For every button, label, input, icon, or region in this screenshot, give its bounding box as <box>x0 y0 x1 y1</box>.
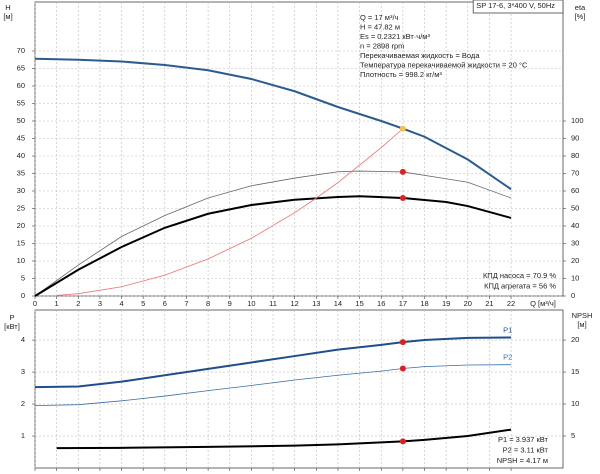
curve <box>56 428 512 450</box>
series-label: P1 <box>503 325 512 334</box>
x-tick-label: 1 <box>55 299 59 308</box>
curve <box>56 128 404 296</box>
y2-tick-label: 40 <box>571 221 579 230</box>
x-tick-label: 22 <box>507 299 515 308</box>
x-tick-label: 3 <box>98 299 102 308</box>
operating-point <box>399 125 406 132</box>
y-tick-label: 70 <box>17 46 25 55</box>
y-tick-label: 0 <box>21 291 25 300</box>
y-axis-label: [м] <box>3 12 12 21</box>
plot-frame <box>34 309 564 469</box>
y-tick-label: 5 <box>21 273 25 282</box>
y2-tick-label: 50 <box>571 203 579 212</box>
info-line: n = 2898 rpm <box>360 41 404 50</box>
operating-point <box>399 339 406 346</box>
y-tick-label: 40 <box>17 151 25 160</box>
y-tick-label: 4 <box>21 335 25 344</box>
x-tick-label: 7 <box>184 299 188 308</box>
operating-point <box>399 195 406 201</box>
note: P2 = 3.11 кВт <box>503 445 549 454</box>
y-tick-label: 35 <box>17 168 25 177</box>
curve <box>34 336 512 389</box>
y2-tick-label: 10 <box>571 273 579 282</box>
y-tick-label: 60 <box>17 81 25 90</box>
x-tick-label: 16 <box>377 299 385 308</box>
x-tick-label: 6 <box>163 299 167 308</box>
y2-tick-label: 70 <box>571 168 579 177</box>
chart-title: SP 17-6, 3*400 V, 50Hz <box>476 1 555 10</box>
y-axis-label: H <box>5 3 10 12</box>
x-tick-label: 15 <box>355 299 363 308</box>
y2-tick-label: 20 <box>571 256 579 265</box>
curve <box>34 170 512 297</box>
x-tick-label: 5 <box>141 299 145 308</box>
y2-axis-label: NPSH <box>572 311 593 320</box>
x-tick-label: 14 <box>334 299 342 308</box>
y-tick-label: 45 <box>17 133 25 142</box>
note: КПД насоса = 70.9 % <box>483 271 556 280</box>
title-box <box>472 0 564 14</box>
y2-tick-label: 5 <box>571 431 575 440</box>
y2-tick-label: 20 <box>571 335 579 344</box>
y-tick-label: 1 <box>21 431 25 440</box>
note: NPSH = 4.17 м <box>497 456 548 465</box>
operating-point <box>399 365 406 372</box>
note: КПД агрегата = 56 % <box>484 281 556 290</box>
info-line: Плотность = 998.2 кг/м³ <box>360 70 442 79</box>
info-line: Перекачиваемая жидкость = Вода <box>360 51 480 60</box>
y-tick-label: 20 <box>17 221 25 230</box>
y-axis-label: [кВт] <box>4 322 20 331</box>
y2-tick-label: 10 <box>571 399 579 408</box>
y2-tick-label: 60 <box>571 186 579 195</box>
y-tick-label: 55 <box>17 98 25 107</box>
info-line: H = 47.82 м <box>360 22 400 31</box>
y2-axis-label: [м] <box>577 320 586 329</box>
y2-tick-label: 100 <box>571 116 584 125</box>
y-tick-label: 25 <box>17 203 25 212</box>
y2-axis-label: eta <box>575 3 586 12</box>
x-tick-label: 9 <box>228 299 232 308</box>
x-tick-label: 0 <box>33 299 37 308</box>
y-tick-label: 2 <box>21 399 25 408</box>
y-tick-label: 65 <box>17 63 25 72</box>
x-tick-label: 18 <box>420 299 428 308</box>
y-tick-label: 10 <box>17 256 25 265</box>
operating-point <box>399 438 406 445</box>
y-tick-label: 50 <box>17 116 25 125</box>
y-tick-label: 30 <box>17 186 25 195</box>
y2-axis-label: [%] <box>575 12 586 21</box>
x-tick-label: 19 <box>442 299 450 308</box>
x-tick-label: 4 <box>119 299 123 308</box>
x-tick-label: 10 <box>247 299 255 308</box>
x-tick-label: 11 <box>269 299 277 308</box>
note: P1 = 3.937 кВт <box>498 435 549 444</box>
y2-tick-label: 15 <box>571 367 579 376</box>
y-tick-label: 3 <box>21 367 25 376</box>
info-line: Температура перекачиваемой жидкости = 20… <box>360 60 528 69</box>
x-tick-label: 8 <box>206 299 210 308</box>
series-label: P2 <box>503 353 512 362</box>
y2-tick-label: 90 <box>571 133 579 142</box>
x-tick-label: 2 <box>76 299 80 308</box>
x-tick-label: 21 <box>485 299 493 308</box>
y-tick-label: 15 <box>17 238 25 247</box>
x-axis-label: Q [м³/ч] <box>530 299 556 308</box>
x-tick-label: 13 <box>312 299 320 308</box>
curve <box>34 364 512 407</box>
y-axis-label: P <box>9 313 14 322</box>
y2-tick-label: 0 <box>571 291 575 300</box>
curve <box>34 57 512 191</box>
x-tick-label: 20 <box>464 299 472 308</box>
operating-point <box>399 168 406 175</box>
info-line: Q = 17 м³/ч <box>360 13 399 22</box>
y2-tick-label: 30 <box>571 238 579 247</box>
info-line: Es = 0.2321 кВт·ч/м³ <box>360 32 430 41</box>
y2-tick-label: 80 <box>571 151 579 160</box>
x-tick-label: 12 <box>291 299 299 308</box>
curve <box>34 195 512 297</box>
x-tick-label: 17 <box>399 299 407 308</box>
